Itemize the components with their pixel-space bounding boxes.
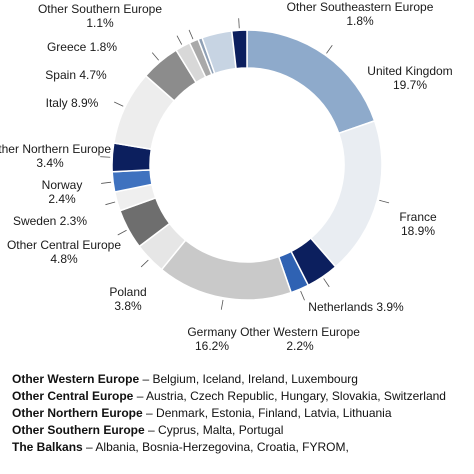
leader-line (220, 299, 224, 310)
category-label: Other Southeastern Europe (287, 0, 434, 14)
chart: United Kingdom 19.7% France 18.9% Netherland… (0, 0, 453, 353)
slice-label: Spain 4.7% (45, 68, 107, 82)
note-text: – Albania, Bosnia-Herzegovina, Croatia, … (86, 440, 349, 454)
donut-slice (246, 29, 376, 135)
value-label: 18.9% (401, 224, 435, 238)
donut-slice (160, 239, 293, 301)
value-label: 1.8% (346, 14, 374, 28)
category-label: Poland (109, 285, 146, 299)
value-label: 8.9% (71, 96, 99, 110)
note: The Balkans – Albania, Bosnia-Herzegovin… (12, 440, 464, 455)
category-label: Other Southern Europe (38, 2, 162, 16)
category-label: Germany (187, 325, 236, 339)
category-label: Sweden (13, 214, 56, 228)
slice-label: Other Southern Europe 1.1% (38, 2, 162, 30)
leader-line (238, 18, 240, 29)
slice-label: Italy 8.9% (46, 96, 99, 110)
slice-label: Sweden 2.3% (13, 214, 87, 228)
leader-line (151, 52, 159, 61)
category-label: Netherlands (308, 300, 373, 314)
slice-label: Other Central Europe 4.8% (7, 238, 121, 266)
leader-line (188, 29, 194, 40)
leader-line (323, 278, 330, 288)
donut-slice (309, 119, 383, 268)
value-label: 2.2% (286, 339, 314, 353)
category-label: Spain (45, 68, 76, 82)
note-term: Other Southern Europe (12, 423, 145, 437)
category-label: Other Northern Europe (0, 142, 111, 156)
value-label: 19.7% (393, 78, 427, 92)
note-term: Other Northern Europe (12, 406, 143, 420)
note-term: Other Western Europe (12, 372, 140, 386)
category-label: United Kingdom (367, 64, 452, 78)
value-label: 3.4% (36, 156, 64, 170)
slice-label: Norway 2.4% (42, 178, 83, 206)
note-term: The Balkans (12, 440, 83, 454)
donut-slice (230, 29, 248, 70)
note: Other Western Europe – Belgium, Iceland,… (12, 372, 464, 387)
slice-label: Other Southeastern Europe 1.8% (287, 0, 434, 28)
category-label: Other Western Europe (240, 325, 360, 339)
note: Other Southern Europe – Cyprus, Malta, P… (12, 423, 464, 438)
slice-label: Other Western Europe 2.2% (240, 325, 360, 353)
slice-label: United Kingdom 19.7% (367, 64, 452, 92)
category-label: Greece (47, 40, 87, 54)
slice-label: Germany 16.2% (187, 325, 236, 353)
value-label: 3.8% (114, 299, 142, 313)
leader-line (379, 199, 390, 204)
note: Other Northern Europe – Denmark, Estonia… (12, 406, 464, 421)
value-label: 2.3% (60, 214, 88, 228)
value-label: 4.7% (79, 68, 107, 82)
note-text: – Belgium, Iceland, Ireland, Luxembourg (142, 372, 358, 386)
note-term: Other Central Europe (12, 389, 134, 403)
value-label: 1.1% (86, 16, 114, 30)
note-text: – Cyprus, Malta, Portugal (148, 423, 284, 437)
leader-line (105, 201, 116, 206)
leader-line (300, 290, 305, 301)
category-label: Norway (42, 178, 83, 192)
note-text: – Denmark, Estonia, Finland, Latvia, Lit… (146, 406, 392, 420)
slice-label: Greece 1.8% (47, 40, 117, 54)
value-label: 3.9% (376, 300, 404, 314)
leader-line (140, 259, 149, 268)
category-label: France (399, 210, 437, 224)
slice-label: France 18.9% (399, 210, 437, 238)
slice-label: Poland 3.8% (109, 285, 146, 313)
category-label: Italy (46, 96, 68, 110)
leader-line (117, 229, 127, 236)
leader-line (100, 156, 111, 158)
notes: Other Western Europe – Belgium, Iceland,… (12, 372, 464, 457)
value-label: 16.2% (195, 339, 229, 353)
value-label: 2.4% (48, 192, 76, 206)
category-label: Other Central Europe (7, 238, 121, 252)
leader-line (176, 35, 183, 45)
slice-label: Other Northern Europe 3.4% (0, 142, 111, 170)
note: Other Central Europe – Austria, Czech Re… (12, 389, 464, 404)
leader-line (114, 101, 124, 107)
slice-label: Netherlands 3.9% (308, 300, 404, 314)
leader-line (101, 181, 112, 184)
leader-line (326, 45, 333, 54)
note-text: – Austria, Czech Republic, Hungary, Slov… (136, 389, 446, 403)
value-label: 4.8% (50, 252, 78, 266)
value-label: 1.8% (90, 40, 118, 54)
